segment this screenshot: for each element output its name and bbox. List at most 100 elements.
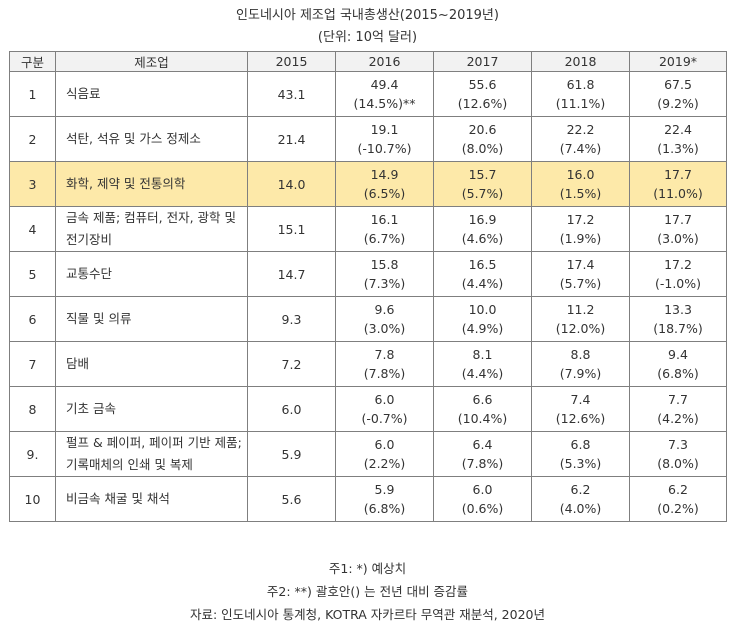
header-cell: 제조업: [55, 51, 248, 72]
year-cell: 17.7 (3.0%): [629, 206, 727, 252]
gdp-value: 15.8: [370, 257, 399, 272]
gdp-value: 17.2: [566, 212, 595, 227]
gdp-value: 13.3: [664, 302, 692, 317]
year-cell: 11.2 (12.0%): [531, 296, 630, 342]
table-title: 인도네시아 제조업 국내총생산(2015~2019년): [236, 8, 499, 23]
growth-rate: (0.2%): [657, 501, 699, 516]
gdp-value: 7.3: [668, 437, 688, 452]
year-cell: 10.0 (4.9%): [433, 296, 532, 342]
value-2015: 7.2: [247, 341, 336, 387]
growth-rate: (10.4%): [457, 411, 508, 426]
gdp-value: 6.0: [374, 437, 395, 452]
industry-name: 교통수단: [55, 251, 248, 297]
table-row: 1 식음료 43.1 49.4 (14.5%)** 55.6 (12.6%) 61.8 (11.…: [9, 71, 727, 117]
gdp-value: 7.7: [668, 392, 688, 407]
gdp-value: 20.6: [468, 122, 497, 137]
table-row: 6 직물 및 의류 9.3 9.6 (3.0%) 10.0 (4.9%) 11.2 (12.0%…: [9, 296, 727, 342]
table-row: 4 금속 제품; 컴퓨터, 전자, 광학 및 전기장비 15.1 16.1 (6.7%)…: [9, 206, 727, 252]
year-cell: 6.0 (-0.7%): [335, 386, 434, 432]
gdp-value: 17.7: [664, 212, 692, 227]
growth-rate: (12.6%): [457, 96, 508, 111]
table-row: 2 석탄, 석유 및 가스 정제소 21.4 19.1 (-10.7%) 20.6 (8.0…: [9, 116, 727, 162]
value-2015: 5.6: [247, 476, 336, 522]
gdp-value: 7.4: [570, 392, 591, 407]
gdp-value: 9.4: [668, 347, 688, 362]
value-2015: 43.1: [247, 71, 336, 117]
growth-rate: (6.8%): [363, 501, 406, 516]
growth-rate: (1.9%): [559, 231, 602, 246]
growth-rate: (1.3%): [657, 141, 699, 156]
year-cell: 17.2 (1.9%): [531, 206, 630, 252]
industry-name: 비금속 채굴 및 채석: [55, 476, 248, 522]
table-row: 5 교통수단 14.7 15.8 (7.3%) 16.5 (4.4%) 17.4 (5.7%) 1…: [9, 251, 727, 297]
gdp-value: 49.4: [370, 77, 399, 92]
gdp-value: 6.0: [374, 392, 395, 407]
year-cell: 6.2 (4.0%): [531, 476, 630, 522]
growth-rate: (7.8%): [461, 456, 504, 471]
gdp-value: 16.0: [566, 167, 595, 182]
year-cell: 6.0 (2.2%): [335, 431, 434, 477]
growth-rate: (14.5%)**: [353, 96, 416, 111]
table-row: 8 기초 금속 6.0 6.0 (-0.7%) 6.6 (10.4%) 7.4 (12.6%) 7…: [9, 386, 727, 432]
gdp-value: 16.1: [370, 212, 399, 227]
year-cell: 8.1 (4.4%): [433, 341, 532, 387]
table-row: 7 담배 7.2 7.8 (7.8%) 8.1 (4.4%) 8.8 (7.9%) 9.4 (6.8…: [9, 341, 727, 387]
gdp-value: 15.7: [468, 167, 497, 182]
year-cell: 22.4 (1.3%): [629, 116, 727, 162]
year-cell: 6.8 (5.3%): [531, 431, 630, 477]
growth-rate: (-10.7%): [357, 141, 412, 156]
header-cell: 2017: [433, 51, 532, 72]
row-number: 3: [9, 161, 56, 207]
growth-rate: (12.6%): [555, 411, 606, 426]
industry-name: 직물 및 의류: [55, 296, 248, 342]
year-cell: 17.2 (-1.0%): [629, 251, 727, 297]
year-cell: 20.6 (8.0%): [433, 116, 532, 162]
gdp-value: 7.8: [374, 347, 395, 362]
industry-name: 석탄, 석유 및 가스 정제소: [55, 116, 248, 162]
year-cell: 6.2 (0.2%): [629, 476, 727, 522]
row-number: 5: [9, 251, 56, 297]
year-cell: 15.8 (7.3%): [335, 251, 434, 297]
growth-rate: (3.0%): [363, 321, 406, 336]
gdp-value: 6.6: [472, 392, 493, 407]
year-cell: 6.0 (0.6%): [433, 476, 532, 522]
year-cell: 55.6 (12.6%): [433, 71, 532, 117]
header-cell: 구분: [9, 51, 56, 72]
growth-rate: (3.0%): [657, 231, 699, 246]
year-cell: 9.4 (6.8%): [629, 341, 727, 387]
gdp-value: 6.2: [570, 482, 591, 497]
value-2015: 15.1: [247, 206, 336, 252]
gdp-value: 22.2: [566, 122, 595, 137]
gdp-value: 8.8: [570, 347, 591, 362]
growth-rate: (4.9%): [461, 321, 504, 336]
year-cell: 6.6 (10.4%): [433, 386, 532, 432]
table-row: 9. 펄프 & 페이퍼, 페이퍼 기반 제품; 기록매체의 인쇄 및 복제 5.9 6…: [9, 431, 727, 477]
industry-name: 펄프 & 페이퍼, 페이퍼 기반 제품; 기록매체의 인쇄 및 복제: [55, 431, 248, 477]
gdp-value: 67.5: [664, 77, 692, 92]
row-number: 10: [9, 476, 56, 522]
value-2015: 5.9: [247, 431, 336, 477]
gdp-value: 61.8: [566, 77, 595, 92]
gdp-value: 9.6: [374, 302, 395, 317]
row-number: 4: [9, 206, 56, 252]
year-cell: 19.1 (-10.7%): [335, 116, 434, 162]
unit-label: (단위: 10억 달러): [317, 30, 418, 45]
growth-rate: (7.9%): [559, 366, 602, 381]
year-cell: 16.1 (6.7%): [335, 206, 434, 252]
year-cell: 15.7 (5.7%): [433, 161, 532, 207]
gdp-value: 22.4: [664, 122, 692, 137]
growth-rate: (1.5%): [559, 186, 602, 201]
year-cell: 67.5 (9.2%): [629, 71, 727, 117]
gdp-value: 16.5: [468, 257, 497, 272]
year-cell: 16.9 (4.6%): [433, 206, 532, 252]
growth-rate: (0.6%): [461, 501, 504, 516]
growth-rate: (4.6%): [461, 231, 504, 246]
growth-rate: (-0.7%): [361, 411, 408, 426]
year-cell: 7.8 (7.8%): [335, 341, 434, 387]
year-cell: 6.4 (7.8%): [433, 431, 532, 477]
header-cell: 2018: [531, 51, 630, 72]
row-number: 8: [9, 386, 56, 432]
value-2015: 6.0: [247, 386, 336, 432]
growth-rate: (-1.0%): [654, 276, 702, 291]
year-cell: 13.3 (18.7%): [629, 296, 727, 342]
